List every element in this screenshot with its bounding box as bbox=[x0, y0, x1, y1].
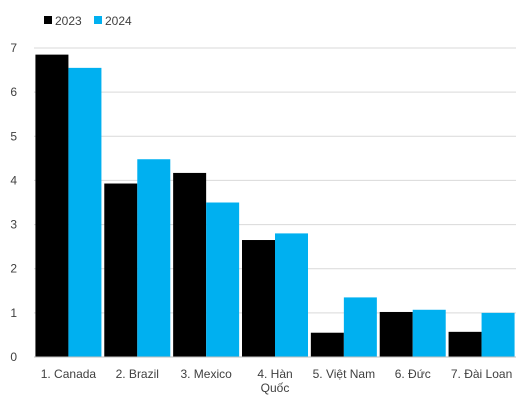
y-axis: 0 1 2 3 4 5 6 7 bbox=[10, 41, 17, 364]
bar-2023-2 bbox=[173, 172, 207, 357]
y-tick-label: 6 bbox=[10, 85, 17, 99]
x-tick-label-line: Quốc bbox=[261, 381, 290, 395]
bar-2023-0 bbox=[35, 54, 69, 357]
y-tick-label: 1 bbox=[10, 306, 17, 320]
x-tick-label: 1. Canada bbox=[41, 367, 97, 381]
legend-swatch-2023 bbox=[44, 16, 52, 24]
x-tick-label: 4. Hàn Quốc bbox=[257, 367, 292, 395]
bar-2024-2 bbox=[206, 202, 240, 357]
y-tick-label: 2 bbox=[10, 262, 17, 276]
x-tick-label-line: 6. Đức bbox=[395, 367, 431, 381]
x-tick-label: 5. Việt Nam bbox=[313, 367, 375, 381]
legend: 2023 2024 bbox=[44, 14, 132, 28]
x-tick-label-line: 4. Hàn bbox=[257, 367, 292, 381]
x-tick-label-line: 5. Việt Nam bbox=[313, 367, 375, 381]
bar-2024-1 bbox=[137, 159, 171, 357]
bar-2023-1 bbox=[104, 183, 138, 357]
x-axis: 1. Canada 2. Brazil 3. Mexico 4. Hàn Quốc 5. … bbox=[34, 356, 516, 395]
bar-2023-6 bbox=[448, 331, 482, 357]
y-tick-label: 7 bbox=[10, 41, 17, 55]
x-tick-label-line: 1. Canada bbox=[41, 367, 97, 381]
bar-2024-5 bbox=[412, 309, 446, 357]
bar-2023-4 bbox=[310, 332, 344, 357]
legend-label: 2023 bbox=[55, 14, 82, 28]
bar-2024-4 bbox=[343, 297, 377, 357]
y-tick-label: 3 bbox=[10, 218, 17, 232]
legend-label: 2024 bbox=[105, 14, 132, 28]
bar-2024-6 bbox=[481, 312, 515, 357]
y-tick-label: 0 bbox=[10, 350, 17, 364]
x-tick-label: 3. Mexico bbox=[180, 367, 232, 381]
x-tick-label: 7. Đài Loan bbox=[451, 367, 512, 381]
x-tick-label-line: 2. Brazil bbox=[116, 367, 159, 381]
bars bbox=[35, 54, 515, 357]
bar-2024-3 bbox=[275, 233, 308, 357]
bar-2023-3 bbox=[242, 240, 275, 357]
bar-2024-0 bbox=[68, 67, 102, 357]
y-tick-label: 4 bbox=[10, 173, 17, 187]
y-tick-label: 5 bbox=[10, 129, 17, 143]
x-tick-label-line: 7. Đài Loan bbox=[451, 367, 512, 381]
x-tick-label: 6. Đức bbox=[395, 367, 431, 381]
bar-2023-5 bbox=[379, 311, 413, 357]
x-tick-label: 2. Brazil bbox=[116, 367, 159, 381]
x-tick-label-line: 3. Mexico bbox=[180, 367, 232, 381]
legend-swatch-2024 bbox=[94, 16, 102, 24]
